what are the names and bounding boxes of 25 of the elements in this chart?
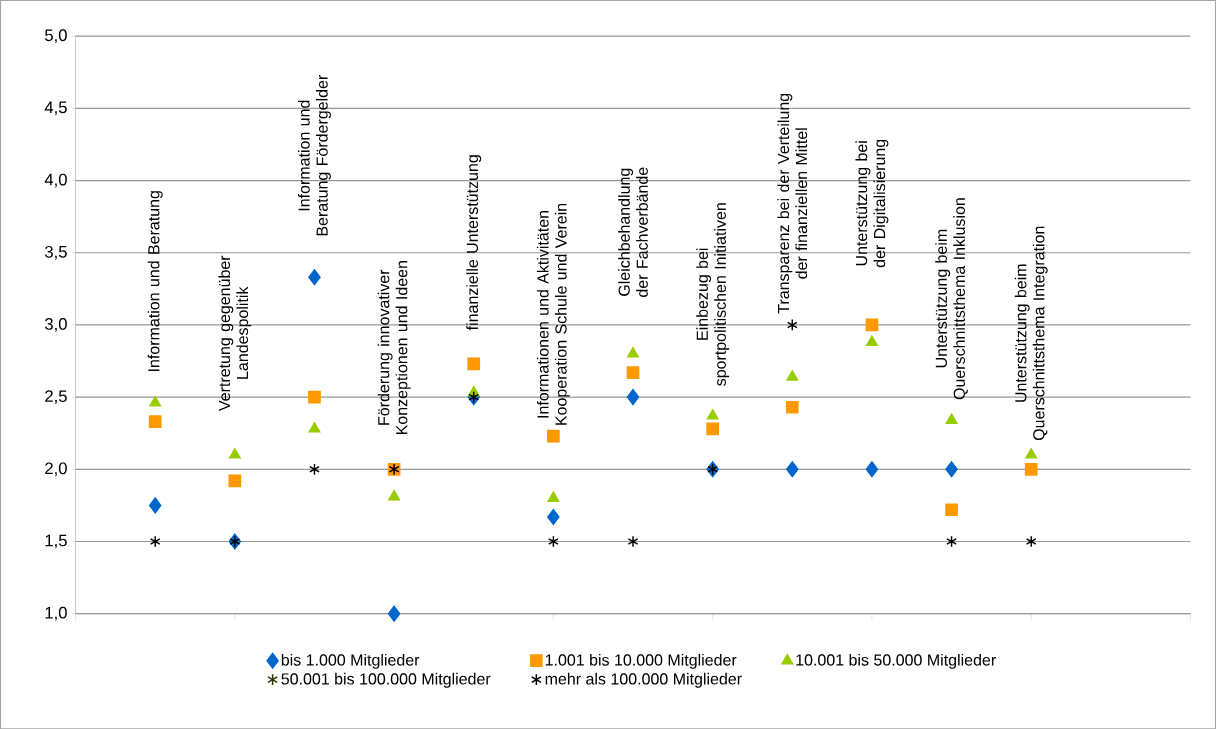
y-tick-label: 4,0 (44, 173, 67, 188)
x-tick-label: Förderung innovativer Konzeptionen und Ideen (377, 260, 411, 434)
x-tick-label: Unterstützung bei der Digitalisierung (855, 139, 889, 268)
y-tick-label: 3,0 (44, 317, 67, 332)
y-tick-label: 5,0 (45, 29, 67, 43)
legend-label: bis 1.000 Mitglieder (281, 653, 420, 669)
legend-label: 1.001 bis 10.000 Mitglieder (545, 653, 737, 669)
y-tick-label: 1,5 (45, 534, 67, 549)
x-tick-label: Unterstützung beim Querschnittsthema Integration (1014, 226, 1048, 441)
x-tick-label: Informationen und Aktivitäten Kooperation Schule und Verein (536, 203, 570, 425)
legend-label: 10.001 bis 50.000 Mitglieder (796, 653, 996, 669)
legend-label: 50.001 bis 100.000 Mitglieder (281, 672, 491, 688)
x-tick-label: Information und Beratung Fördergelder (298, 74, 331, 236)
x-tick-label: Information und Beratung (147, 191, 163, 371)
y-tick-label: 4,5 (44, 101, 67, 116)
legend-label: mehr als 100.000 Mitglieder (545, 672, 742, 688)
x-tick-label: Einbezug bei sportpolitischen Initiativen (696, 203, 730, 386)
y-tick-label: 2,0 (45, 462, 67, 477)
x-tick-label: Unterstützung beim Querschnittsthema Inklusion (935, 198, 968, 400)
y-tick-label: 1,0 (45, 606, 67, 621)
y-tick-label: 3,5 (44, 245, 67, 260)
x-tick-label: Vertretung gegenüber Landespolitik (218, 255, 252, 411)
x-tick-label: Gleichbehandlung der Fachverbände (618, 167, 648, 297)
y-tick-label: 2,5 (45, 390, 67, 404)
x-tick-label: finanzielle Unterstützung (466, 155, 482, 331)
